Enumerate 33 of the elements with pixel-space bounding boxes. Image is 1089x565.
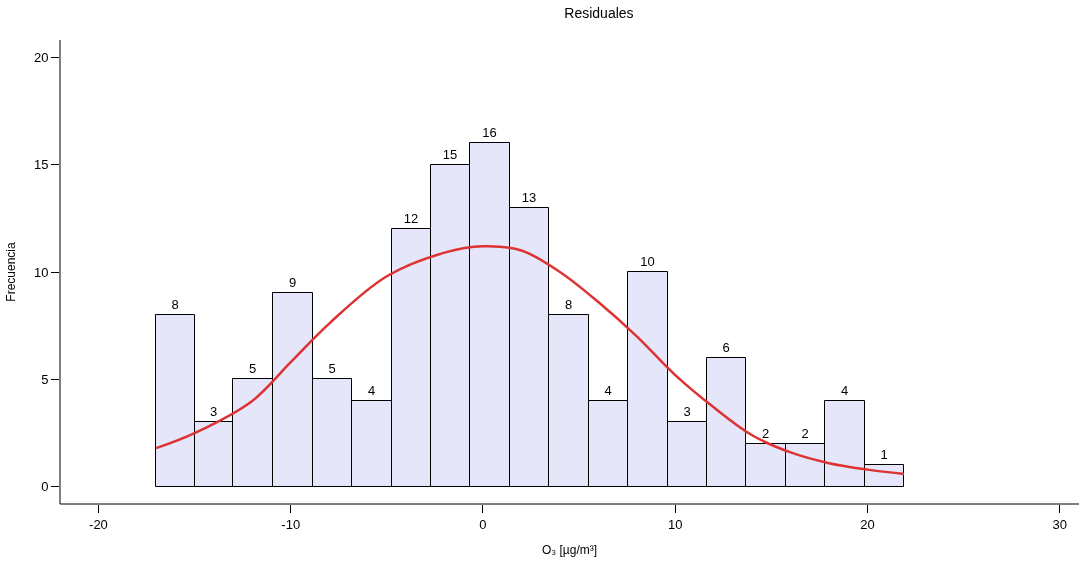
- data-label: 2: [761, 425, 770, 441]
- data-label: 2: [801, 425, 809, 441]
- data-label: 6: [722, 339, 730, 355]
- data-label: 3: [209, 403, 218, 419]
- y-tick-label: 5: [41, 371, 49, 387]
- data-label: 5: [328, 360, 336, 376]
- chart-title: Residuales: [564, 5, 634, 22]
- data-label: 13: [521, 189, 537, 205]
- data-label: 4: [604, 382, 612, 398]
- x-tick-label: -10: [281, 516, 301, 532]
- data-label: 15: [442, 146, 458, 162]
- data-label: 4: [840, 382, 849, 398]
- y-tick-label: 20: [33, 49, 49, 65]
- y-axis-title: Frecuencia: [4, 242, 19, 302]
- y-tick-label: 0: [41, 479, 49, 495]
- data-label: 10: [640, 253, 655, 269]
- x-tick-label: 10: [668, 516, 683, 532]
- data-label: 12: [403, 210, 419, 226]
- data-label: 5: [248, 360, 257, 376]
- x-axis-title: O₃ [µg/m³]: [541, 543, 598, 558]
- data-label: 1: [880, 446, 888, 462]
- data-label: 4: [367, 382, 376, 398]
- data-label: 9: [288, 274, 297, 290]
- y-tick-label: 15: [33, 157, 49, 173]
- data-label: 16: [482, 124, 497, 140]
- x-tick-label: -20: [89, 516, 108, 532]
- x-tick-label: 0: [479, 516, 487, 532]
- data-label: 8: [564, 296, 573, 312]
- y-tick-label: 10: [33, 264, 49, 280]
- x-tick-label: 20: [860, 516, 875, 532]
- data-label: 8: [171, 296, 179, 312]
- x-tick-label: 30: [1052, 516, 1067, 532]
- data-label: 3: [683, 403, 691, 419]
